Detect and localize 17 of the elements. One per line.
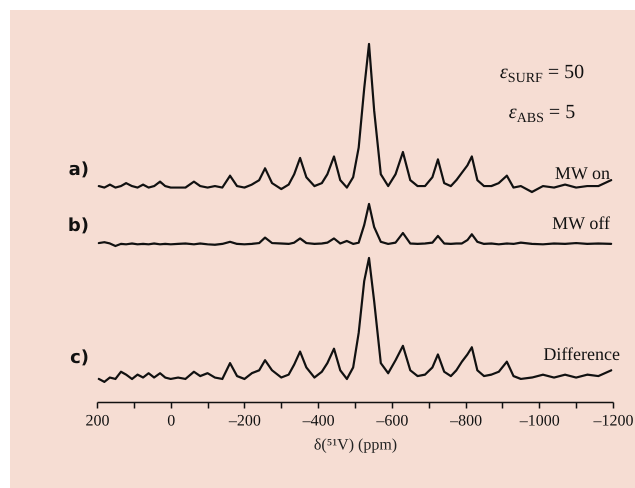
series-label: MW on bbox=[554, 163, 610, 183]
text: a) bbox=[68, 159, 89, 180]
x-tick-label: –600 bbox=[375, 412, 408, 430]
x-axis-title: δ(⁵¹V) (ppm) bbox=[314, 436, 398, 454]
text: b) bbox=[68, 215, 89, 236]
series-label: Difference bbox=[543, 344, 620, 364]
annotation: ε$_{ABS}$ = 5 bbox=[508, 101, 576, 126]
x-tick-label: –1200 bbox=[592, 412, 634, 430]
text: c) bbox=[70, 347, 89, 368]
x-tick-label: –800 bbox=[449, 412, 482, 430]
x-tick-label: –200 bbox=[228, 412, 261, 430]
series-label: MW off bbox=[552, 213, 610, 233]
x-tick-label: –1000 bbox=[518, 412, 560, 430]
x-tick-label: 200 bbox=[86, 412, 110, 430]
x-tick-label: –400 bbox=[302, 412, 335, 430]
x-tick-label: 0 bbox=[167, 412, 176, 430]
annotation: ε$_{SURF}$ = 50 bbox=[500, 61, 584, 86]
